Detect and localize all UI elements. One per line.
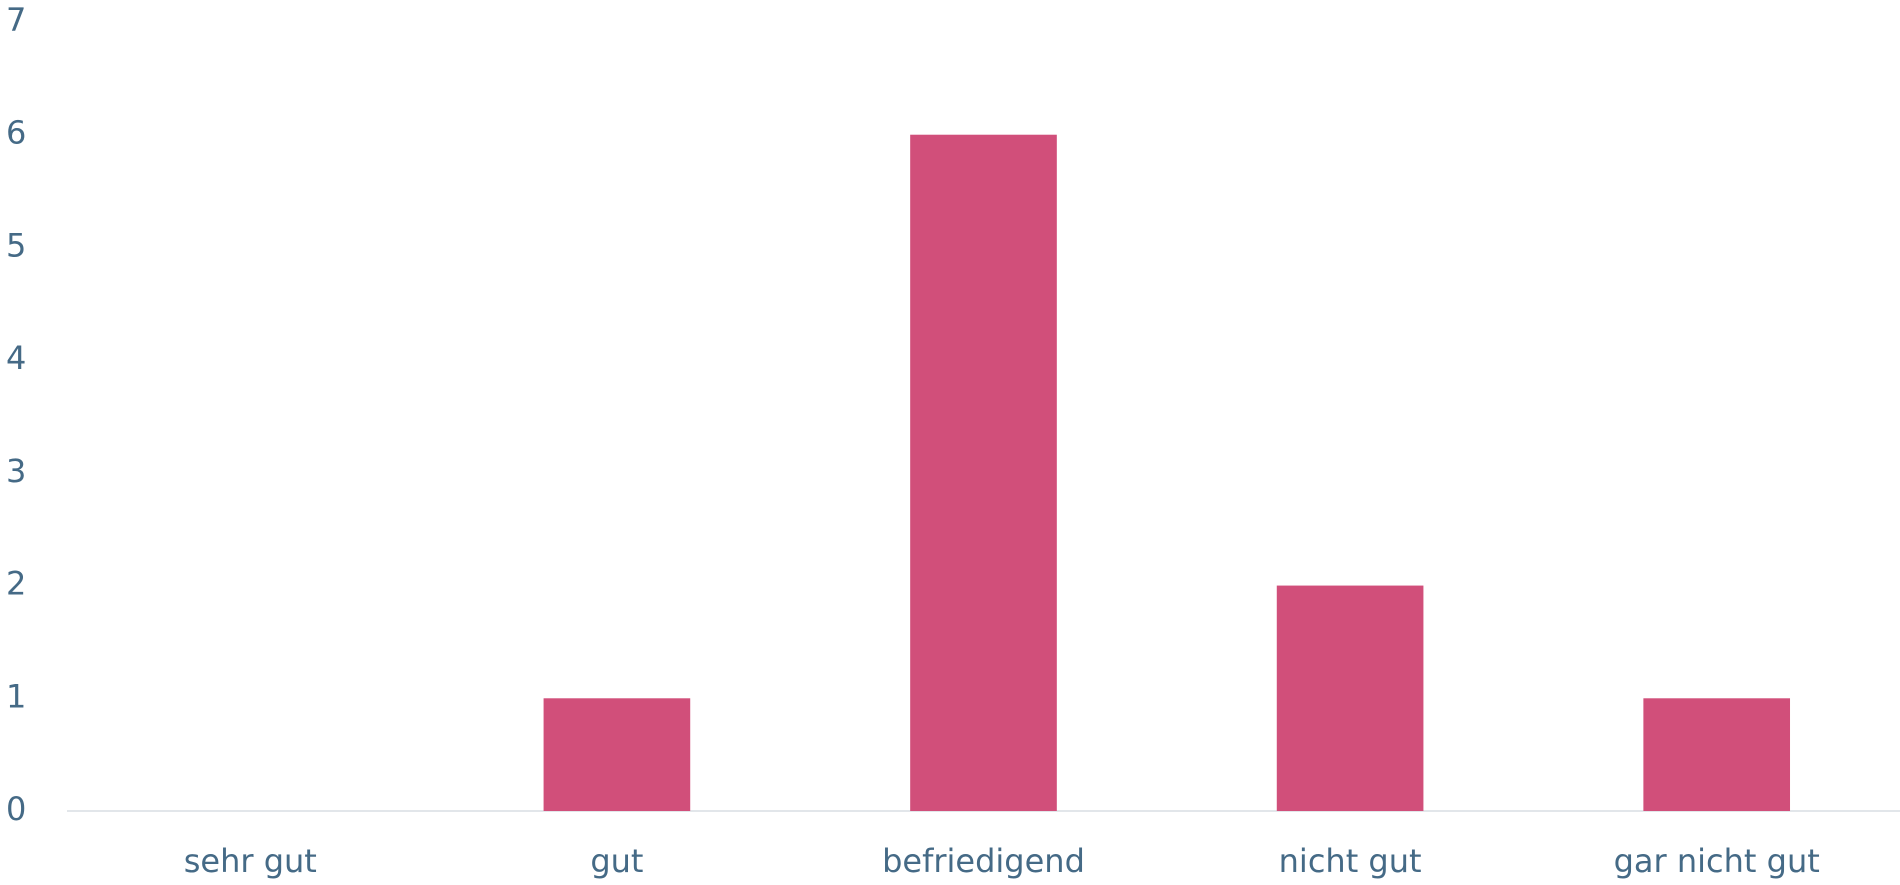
y-tick-label: 1 [6, 677, 26, 715]
y-tick-label: 7 [6, 1, 26, 39]
bar [1276, 585, 1424, 811]
bar [1643, 698, 1791, 811]
x-tick-label: befriedigend [882, 842, 1085, 880]
y-tick-label: 6 [6, 114, 26, 152]
bar [910, 134, 1057, 811]
x-tick-label: nicht gut [1279, 842, 1422, 880]
x-tick-label: gut [590, 842, 643, 880]
bar [543, 698, 691, 811]
y-tick-label: 4 [6, 339, 26, 377]
y-tick-label: 0 [6, 790, 26, 828]
y-tick-label: 2 [6, 565, 26, 603]
x-tick-label: sehr gut [184, 842, 317, 880]
y-tick-label: 3 [6, 452, 26, 490]
x-tick-label: gar nicht gut [1614, 842, 1820, 880]
y-tick-label: 5 [6, 226, 26, 264]
